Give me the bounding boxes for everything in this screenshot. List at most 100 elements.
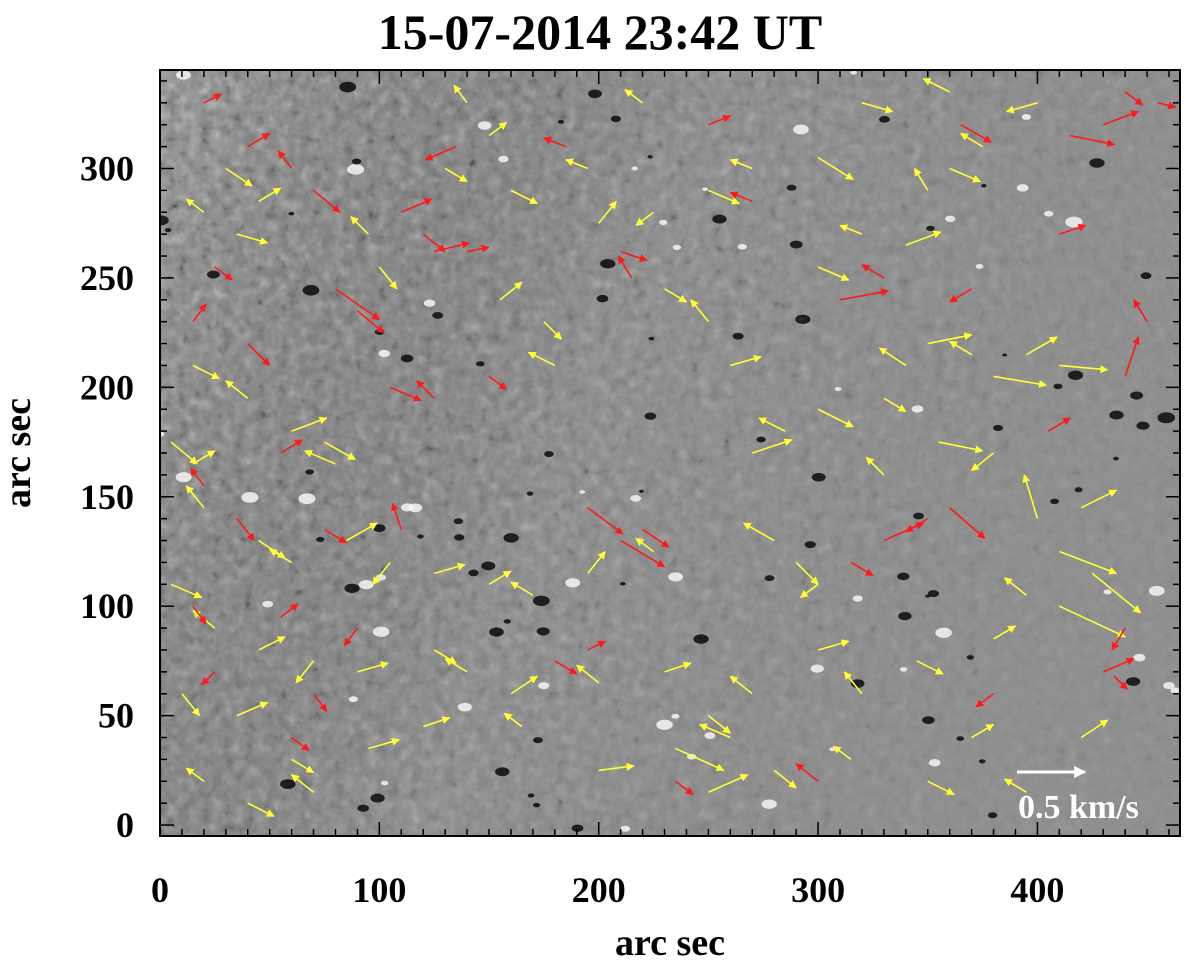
velocity-vector-red bbox=[1124, 336, 1140, 377]
velocity-vector-yellow bbox=[1003, 778, 1027, 793]
velocity-vector-yellow bbox=[861, 102, 894, 114]
velocity-vector-yellow bbox=[587, 550, 606, 574]
flux-patch bbox=[588, 89, 602, 99]
flux-patch bbox=[789, 240, 803, 249]
velocity-vector-red bbox=[948, 288, 973, 303]
velocity-vector-yellow bbox=[832, 745, 852, 761]
x-tick-label: 300 bbox=[791, 870, 845, 910]
flux-patch bbox=[811, 472, 826, 482]
velocity-vector-red bbox=[247, 132, 271, 148]
velocity-vector-yellow bbox=[742, 522, 775, 542]
flux-patch bbox=[834, 386, 842, 391]
velocity-vector-red bbox=[587, 507, 624, 535]
flux-patch bbox=[1140, 272, 1152, 280]
velocity-vector-yellow bbox=[290, 774, 315, 793]
velocity-vector-yellow bbox=[291, 758, 315, 774]
velocity-vector-red bbox=[313, 189, 341, 213]
velocity-vector-yellow bbox=[444, 658, 468, 673]
velocity-vector-red bbox=[335, 288, 381, 321]
velocity-vector-red bbox=[280, 603, 299, 618]
x-tick-label: 200 bbox=[572, 870, 626, 910]
velocity-vector-red bbox=[1157, 101, 1177, 110]
velocity-vector-red bbox=[324, 528, 348, 544]
velocity-vector-red bbox=[708, 114, 732, 126]
flux-patch bbox=[1163, 682, 1175, 690]
velocity-vector-yellow bbox=[913, 167, 929, 191]
velocity-vector-red bbox=[839, 288, 890, 301]
velocity-vector-red bbox=[949, 507, 986, 539]
flux-patch bbox=[532, 802, 541, 808]
flux-patch bbox=[351, 158, 362, 165]
y-tick-label: 250 bbox=[80, 258, 134, 298]
velocity-vector-red bbox=[1070, 134, 1115, 147]
velocity-vector-red bbox=[1102, 110, 1140, 126]
flux-patch bbox=[1074, 487, 1083, 493]
flux-patch bbox=[672, 244, 682, 251]
flux-patch bbox=[704, 732, 716, 740]
velocity-vector-yellow bbox=[839, 224, 863, 235]
flux-patch bbox=[1109, 410, 1124, 420]
flux-patch bbox=[987, 812, 998, 819]
velocity-vector-yellow bbox=[1022, 474, 1039, 519]
flux-patch bbox=[164, 228, 172, 233]
flux-patch bbox=[927, 590, 940, 598]
flux-patch bbox=[176, 70, 191, 80]
velocity-vector-yellow bbox=[598, 762, 635, 772]
velocity-vector-red bbox=[214, 266, 234, 281]
velocity-vector-yellow bbox=[1080, 489, 1118, 509]
velocity-vector-yellow bbox=[295, 660, 315, 684]
velocity-vector-yellow bbox=[927, 780, 955, 796]
flux-patch bbox=[993, 424, 1003, 432]
flux-patch bbox=[935, 627, 952, 638]
flux-patch bbox=[793, 124, 809, 135]
velocity-vector-yellow bbox=[949, 167, 982, 183]
velocity-vector-red bbox=[343, 627, 359, 647]
velocity-vector-yellow bbox=[247, 802, 275, 818]
flux-patch bbox=[899, 667, 908, 672]
flux-patch bbox=[761, 799, 777, 809]
velocity-vector-red bbox=[1113, 675, 1128, 690]
velocity-vector-yellow bbox=[350, 216, 369, 235]
flux-patch bbox=[280, 779, 296, 789]
velocity-vector-red bbox=[1059, 223, 1087, 235]
velocity-vector-red bbox=[433, 240, 471, 253]
flux-patch bbox=[538, 682, 550, 690]
velocity-vector-red bbox=[675, 780, 694, 796]
velocity-vector-yellow bbox=[817, 408, 854, 428]
velocity-vector-yellow bbox=[664, 288, 688, 303]
velocity-vector-yellow bbox=[708, 189, 740, 205]
flux-patch bbox=[644, 412, 657, 420]
velocity-vector-red bbox=[587, 640, 607, 651]
velocity-vector-red bbox=[400, 198, 433, 213]
velocity-vector-yellow bbox=[624, 89, 644, 104]
flux-patch bbox=[417, 534, 424, 539]
velocity-vector-yellow bbox=[664, 661, 692, 673]
flux-patch bbox=[786, 184, 797, 191]
flux-patch bbox=[1021, 114, 1032, 120]
flux-patch bbox=[656, 719, 673, 730]
velocity-vector-yellow bbox=[185, 767, 205, 782]
flux-patch bbox=[966, 655, 974, 660]
velocity-vector-yellow bbox=[1026, 336, 1058, 356]
velocity-vector-yellow bbox=[503, 712, 523, 728]
x-tick-label: 400 bbox=[1010, 870, 1064, 910]
velocity-vector-red bbox=[850, 561, 874, 577]
velocity-vector-yellow bbox=[729, 158, 753, 170]
flux-patch bbox=[638, 489, 644, 493]
flux-patch bbox=[1157, 412, 1176, 424]
flux-patch bbox=[571, 824, 584, 832]
velocity-vector-yellow bbox=[378, 266, 398, 290]
y-tick-label: 100 bbox=[80, 586, 134, 626]
velocity-vector-yellow bbox=[444, 167, 468, 183]
velocity-vector-red bbox=[488, 375, 508, 391]
velocity-vector-yellow bbox=[185, 485, 205, 509]
velocity-vector-yellow bbox=[510, 581, 534, 596]
flux-patch bbox=[795, 314, 811, 325]
flux-patch bbox=[347, 164, 365, 175]
flux-patch bbox=[1065, 216, 1083, 228]
velocity-vector-red bbox=[280, 439, 304, 454]
velocity-vector-yellow bbox=[698, 723, 731, 739]
flux-patch bbox=[339, 81, 357, 93]
flux-patch bbox=[241, 492, 259, 503]
velocity-vector-red bbox=[975, 693, 995, 708]
